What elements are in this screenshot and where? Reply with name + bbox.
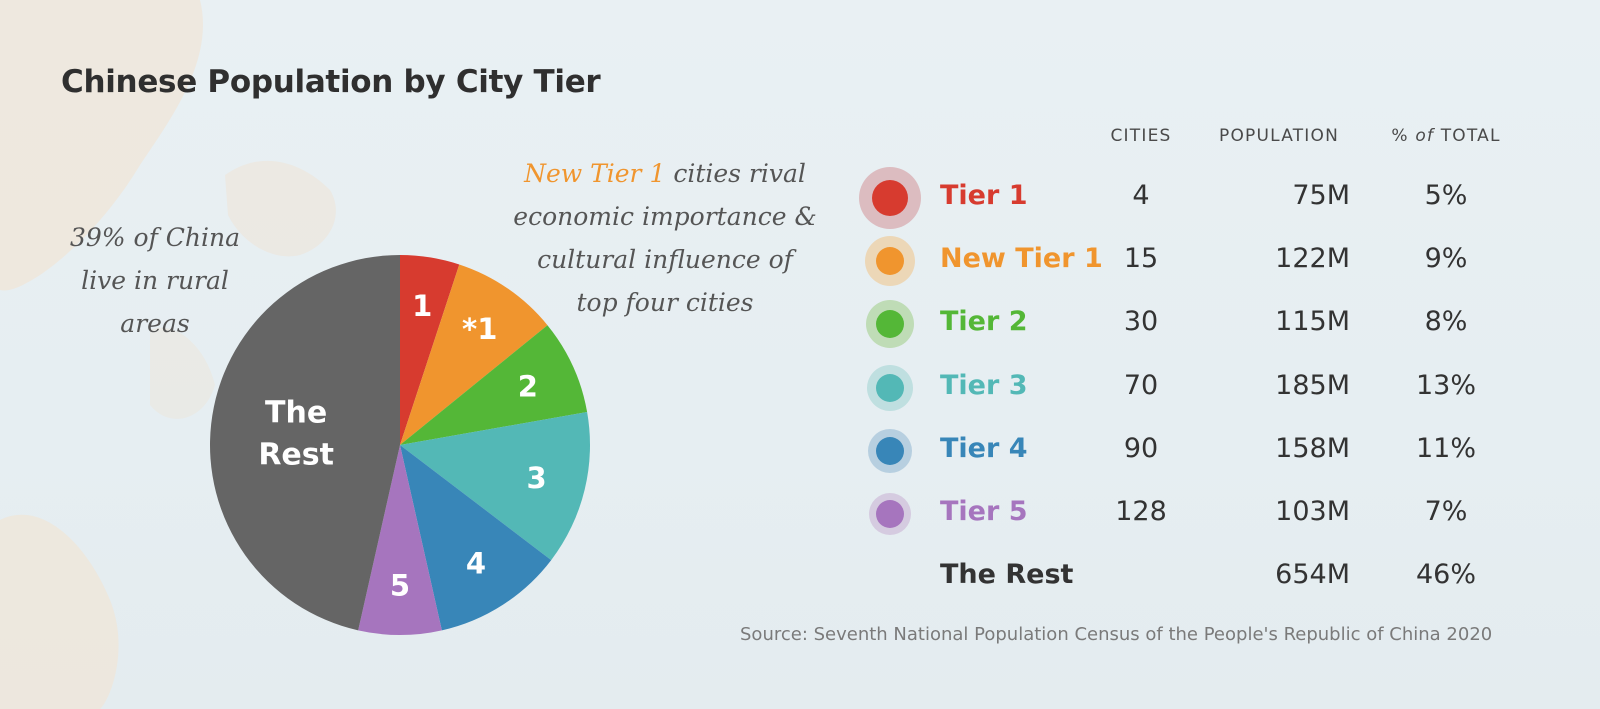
cities-cell: 70: [1123, 369, 1159, 401]
rural-annotation-line: 39% of China: [70, 223, 240, 252]
pie-slice: [400, 445, 552, 631]
percent-cell: 7%: [1424, 496, 1468, 527]
cities-cell: 30: [1123, 306, 1159, 338]
pie-slice: [400, 264, 548, 445]
table-row: Tier 2 30 115M 8%: [0, 296, 1600, 352]
pie-slice-label: 2: [518, 370, 538, 404]
new-tier-annotation-line: cultural influence of: [537, 245, 793, 274]
header-percent-total: % of TOTAL: [1391, 126, 1501, 146]
rural-annotation: 39% of China live in rural areas: [55, 216, 255, 345]
rural-annotation-line: live in rural: [81, 266, 229, 295]
table-row: New Tier 1 15 122M 9%: [0, 233, 1600, 289]
new-tier-highlight: New Tier 1: [524, 159, 666, 188]
pie-slice: [400, 412, 590, 561]
pie-slice-label: *1: [462, 312, 497, 346]
tier-label: Tier 2: [940, 306, 1028, 338]
percent-cell: 11%: [1415, 432, 1476, 464]
pie-slice-label: Rest: [258, 437, 334, 472]
percent-cell: 13%: [1415, 369, 1476, 401]
tier-marker-dot: [872, 180, 908, 216]
new-tier-annotation-line: New Tier 1 cities rival: [505, 152, 825, 195]
population-cell: 654M: [1275, 559, 1350, 591]
pie-slice-label: 5: [390, 569, 410, 603]
tier-label: Tier 5: [940, 496, 1028, 527]
population-cell: 75M: [1292, 180, 1350, 211]
pie-slice: [400, 325, 588, 445]
tier-label: Tier 1: [940, 180, 1028, 211]
population-cell: 103M: [1275, 496, 1350, 527]
pie-slice-label: 3: [527, 461, 547, 495]
table-row: Tier 1 4 75M 5%: [0, 167, 1600, 229]
tier-label: The Rest: [940, 559, 1074, 591]
chart-title: Chinese Population by City Tier: [61, 64, 601, 100]
table-row: Tier 4 90 158M 11%: [0, 423, 1600, 479]
new-tier-annotation-line: economic importance &: [513, 202, 817, 231]
tier-marker-dot: [876, 247, 904, 276]
pie-slice-label: 4: [466, 546, 486, 580]
population-cell: 122M: [1275, 243, 1350, 275]
source-note: Source: Seventh National Population Cens…: [740, 624, 1493, 645]
new-tier-annotation-line: top four cities: [576, 288, 754, 317]
tier-marker-dot: [876, 310, 904, 339]
percent-cell: 46%: [1415, 559, 1476, 591]
pie-slice: [209, 255, 400, 631]
pie-slice-label: 1: [412, 289, 432, 323]
population-cell: 158M: [1275, 432, 1350, 464]
header-cities: CITIES: [1110, 126, 1172, 146]
new-tier-annotation-text: cities rival: [665, 159, 806, 188]
tier-label: New Tier 1: [940, 243, 1103, 275]
cities-cell: 15: [1123, 243, 1159, 275]
tier-label: Tier 3: [940, 369, 1028, 401]
table-row: Tier 3 70 185M 13%: [0, 360, 1600, 416]
tier-marker-dot: [876, 373, 904, 402]
percent-cell: 9%: [1424, 243, 1468, 275]
population-cell: 115M: [1275, 306, 1350, 338]
header-population: POPULATION: [1219, 126, 1339, 146]
percent-cell: 5%: [1424, 180, 1468, 211]
tier-marker-dot: [876, 500, 904, 528]
pie-slice-label: The: [265, 395, 327, 430]
pie-slice: [400, 255, 460, 445]
tier-marker-dot: [876, 436, 904, 465]
new-tier-annotation: New Tier 1 cities rival economic importa…: [505, 152, 825, 324]
table-row: The Rest 654M 46%: [0, 549, 1600, 605]
percent-cell: 8%: [1424, 306, 1468, 338]
tier-label: Tier 4: [940, 432, 1028, 464]
rural-annotation-line: areas: [120, 309, 190, 338]
table-row: Tier 5 128 103M 7%: [0, 486, 1600, 542]
cities-cell: 90: [1123, 432, 1159, 464]
cities-cell: 128: [1115, 496, 1167, 527]
cities-cell: 4: [1132, 180, 1150, 211]
pie-slice: [358, 445, 442, 635]
population-cell: 185M: [1275, 369, 1350, 401]
